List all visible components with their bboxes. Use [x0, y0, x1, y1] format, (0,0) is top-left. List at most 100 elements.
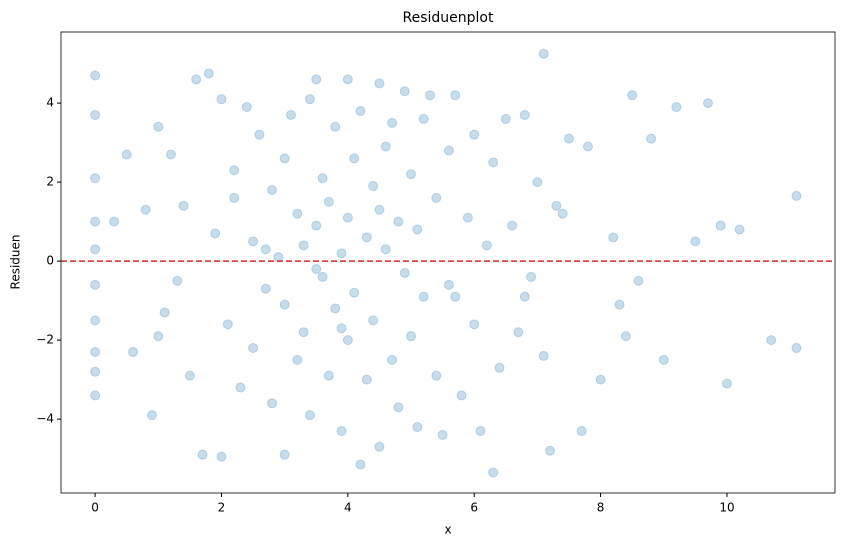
point [121, 149, 132, 160]
point [267, 185, 278, 196]
point [791, 343, 802, 354]
point [431, 192, 442, 203]
point [178, 200, 189, 211]
x-tick-label: 8 [597, 501, 605, 515]
point [203, 68, 214, 79]
point [690, 236, 701, 247]
point [557, 208, 568, 219]
point [184, 370, 195, 381]
point [349, 153, 360, 164]
point [342, 74, 353, 85]
point [469, 319, 480, 330]
point [273, 252, 284, 263]
point [279, 449, 290, 460]
point [90, 315, 101, 326]
point [140, 204, 151, 215]
point [355, 459, 366, 470]
point [317, 271, 328, 282]
point [380, 244, 391, 255]
y-tick-label: −4 [36, 412, 54, 426]
point [387, 117, 398, 128]
point [368, 315, 379, 326]
point [715, 220, 726, 231]
point [336, 248, 347, 259]
point [317, 173, 328, 184]
point [399, 86, 410, 97]
point [703, 98, 714, 109]
point [90, 366, 101, 377]
point [608, 232, 619, 243]
point [128, 346, 139, 357]
point [90, 244, 101, 255]
point [791, 190, 802, 201]
point [658, 354, 669, 365]
point [551, 200, 562, 211]
point [646, 133, 657, 144]
point [475, 425, 486, 436]
point [159, 307, 170, 318]
point [538, 350, 549, 361]
point [241, 102, 252, 113]
point [90, 173, 101, 184]
point [469, 129, 480, 140]
point [399, 267, 410, 278]
point [513, 327, 524, 338]
x-axis-label: x [444, 523, 451, 537]
point [734, 224, 745, 235]
point [456, 390, 467, 401]
point [267, 398, 278, 409]
point [229, 192, 240, 203]
point [361, 374, 372, 385]
x-tick-label: 0 [91, 501, 99, 515]
point [298, 327, 309, 338]
point [627, 90, 638, 101]
point [153, 331, 164, 342]
point [418, 113, 429, 124]
point [336, 425, 347, 436]
y-tick-label: −2 [36, 333, 54, 347]
point [311, 220, 322, 231]
point [721, 378, 732, 389]
point [614, 299, 625, 310]
point [595, 374, 606, 385]
x-tick-label: 10 [719, 501, 734, 515]
point [450, 90, 461, 101]
point [431, 370, 442, 381]
point [393, 216, 404, 227]
point [437, 429, 448, 440]
point [248, 343, 259, 354]
point [576, 425, 587, 436]
point [304, 410, 315, 421]
point [443, 145, 454, 156]
point [462, 212, 473, 223]
plot-frame [60, 31, 836, 494]
point [368, 181, 379, 192]
point [620, 331, 631, 342]
point [563, 133, 574, 144]
point [582, 141, 593, 152]
point [330, 121, 341, 132]
x-tick-label: 6 [470, 501, 478, 515]
point [412, 224, 423, 235]
point [633, 275, 644, 286]
point [393, 402, 404, 413]
point [311, 74, 322, 85]
point [146, 410, 157, 421]
point [90, 70, 101, 81]
point [545, 445, 556, 456]
point [450, 291, 461, 302]
point [323, 370, 334, 381]
point [279, 153, 290, 164]
chart-title: Residuenplot [403, 10, 494, 26]
point [374, 78, 385, 89]
point [342, 335, 353, 346]
point [304, 94, 315, 105]
point [507, 220, 518, 231]
point [526, 271, 537, 282]
point [109, 216, 120, 227]
point [153, 121, 164, 132]
point [229, 165, 240, 176]
point [418, 291, 429, 302]
